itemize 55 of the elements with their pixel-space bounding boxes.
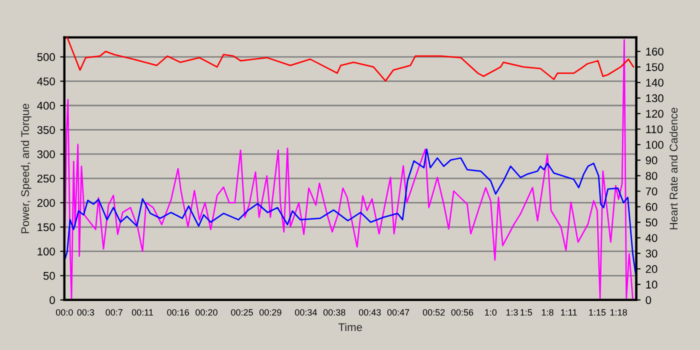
x-tick-label: 1:3 [506,309,518,316]
x-tick-label: 1:5 [520,309,532,316]
x-tick-label: 00:29 [259,309,282,316]
x-tick-label: 1:11 [561,309,577,316]
y-tick-label: 400 [37,102,55,110]
y2-tick-label: 30 [646,250,658,258]
y-tick-label: 500 [37,53,55,62]
x-tick-label: 1:18 [610,309,627,316]
x-tick-label: 00:34 [295,309,317,316]
y2-tick-label: 120 [646,110,664,118]
y-tick-label: 100 [38,248,55,256]
y-tick-label: 0 [50,296,55,304]
y-axis-title: Power, Speed, and Torque [20,104,32,234]
y-tick-label: 50 [43,272,55,280]
y-tick-label: 150 [38,223,55,232]
y2-tick-label: 70 [646,187,658,196]
x-tick-label: 00:56 [451,309,474,316]
y2-tick-label: 90 [646,156,658,164]
y2-axis-title: Heart Rate and Cadence [669,108,678,230]
y2-tick-label: 150 [646,63,664,72]
x-tick-label: 00:20 [196,309,218,316]
y2-tick-label: 160 [646,48,664,56]
y-tick-label: 450 [37,77,55,86]
y2-tick-label: 50 [646,218,658,226]
line-series [64,39,634,301]
x-tick-label: 00:52 [422,309,445,316]
y-tick-label: 350 [37,126,55,134]
x-tick-label: 00:47 [387,309,410,316]
y2-tick-label: 80 [646,172,658,180]
x-axis-title: Time [338,322,362,332]
x-tick-label: 00:11 [132,309,154,316]
x-tick-label: 00:0 [56,309,73,316]
y-tick-label: 300 [37,150,55,158]
y2-tick-label: 20 [646,265,658,274]
x-tick-label: 00:3 [77,309,94,316]
y2-tick-label: 10 [646,280,658,289]
x-tick-label: 00:7 [106,309,122,316]
x-tick-label: 00:25 [231,309,253,316]
y2-tick-label: 60 [646,203,658,211]
y-tick-label: 200 [37,198,55,207]
x-tick-label: 00:16 [167,309,189,316]
x-tick-label: 1:15 [589,309,606,316]
line-series [66,36,634,82]
y2-tick-label: 0 [646,296,652,304]
y2-tick-label: 140 [646,78,664,87]
x-tick-label: 1:8 [542,309,554,316]
y2-tick-label: 130 [646,94,664,102]
y2-tick-label: 40 [646,234,658,242]
x-tick-label: 00:38 [323,309,346,316]
y2-tick-label: 100 [646,140,664,149]
x-tick-label: 1:0 [485,309,497,316]
y-tick-label: 250 [37,174,55,183]
line-series [64,148,636,274]
y2-tick-label: 110 [646,125,663,134]
x-tick-label: 00:43 [358,309,381,316]
